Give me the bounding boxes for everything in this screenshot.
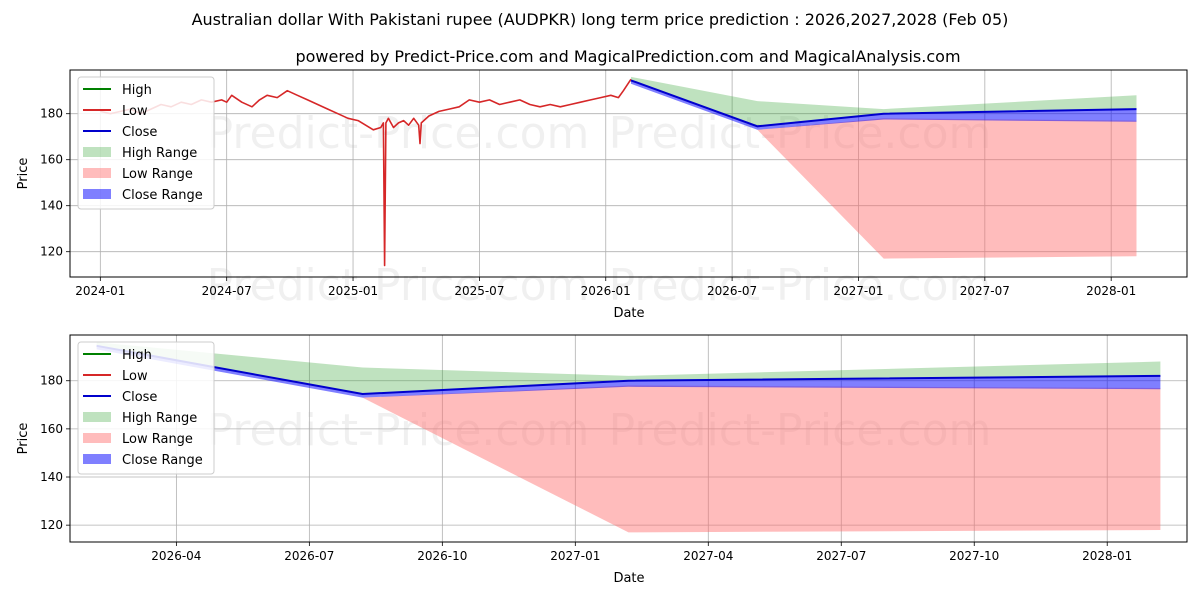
- watermark-text: Predict-Price.com: [609, 260, 992, 311]
- legend-box: [77, 76, 215, 210]
- legend-label: Close: [122, 125, 157, 140]
- x-tick-label: 2026-10: [417, 549, 467, 563]
- x-tick-label: 2026-04: [151, 549, 201, 563]
- panel-bottom: Predict-Price.com Predict-Price.com 2026-0…: [16, 334, 1188, 586]
- legend-label: Low Range: [122, 167, 193, 182]
- legend-swatch-high_range: [83, 147, 111, 157]
- legend-label: High: [122, 348, 152, 363]
- y-tick-label: 140: [40, 199, 63, 213]
- close-range-area: [631, 80, 1137, 130]
- x-tick-label: 2028-01: [1082, 549, 1132, 563]
- legend-label: Low: [122, 104, 148, 119]
- x-tick-label: 2024-01: [75, 284, 125, 298]
- close-forecast-line: [630, 79, 1137, 128]
- high-range-area: [96, 342, 1161, 394]
- legend-box: [77, 341, 215, 475]
- high-range-area: [631, 76, 1137, 127]
- y-tick-label: 160: [40, 153, 63, 167]
- legend-label: High Range: [122, 146, 197, 161]
- low-range-area: [96, 349, 1161, 533]
- legend-label: Close Range: [122, 453, 203, 468]
- legend-swatch-high_range: [83, 412, 111, 422]
- panel-top: Predict-Price.com Predict-Price.com Predic…: [16, 69, 1188, 321]
- legend-label: High Range: [122, 411, 197, 426]
- legend-label: Low Range: [122, 432, 193, 447]
- y-axis-label: Price: [16, 423, 31, 455]
- x-tick-label: 2026-07: [284, 549, 334, 563]
- chart-subtitle: powered by Predict-Price.com and Magical…: [295, 47, 960, 66]
- y-tick-label: 120: [40, 245, 63, 259]
- legend-label: Close: [122, 390, 157, 405]
- x-tick-label: 2027-07: [816, 549, 866, 563]
- x-tick-label: 2027-01: [550, 549, 600, 563]
- watermark-text: Predict-Price.com: [207, 108, 590, 159]
- x-axis-label: Date: [613, 306, 644, 321]
- legend-swatch-close_range: [83, 189, 111, 199]
- close-range-area: [96, 345, 1161, 398]
- x-tick-label: 2025-07: [454, 284, 504, 298]
- y-tick-label: 140: [40, 470, 63, 484]
- y-tick-label: 180: [40, 107, 63, 121]
- y-tick-label: 160: [40, 422, 63, 436]
- y-axis-label: Price: [16, 158, 31, 190]
- plot-frame: [69, 69, 1188, 278]
- legend-label: Low: [122, 369, 148, 384]
- legend-swatch-low_range: [83, 168, 111, 178]
- x-tick-label: 2027-04: [683, 549, 733, 563]
- watermark-text: Predict-Price.com: [207, 405, 590, 456]
- legend-label: High: [122, 83, 152, 98]
- legend-swatch-low_range: [83, 433, 111, 443]
- chart-title: Australian dollar With Pakistani rupee (…: [192, 10, 1009, 29]
- x-tick-label: 2027-07: [960, 284, 1010, 298]
- x-tick-label: 2025-01: [328, 284, 378, 298]
- y-tick-label: 180: [40, 374, 63, 388]
- close-forecast-line: [96, 344, 1161, 396]
- y-tick-label: 120: [40, 518, 63, 532]
- x-tick-label: 2024-07: [202, 284, 252, 298]
- plot-frame: [69, 334, 1188, 543]
- x-tick-label: 2027-01: [833, 284, 883, 298]
- legend-swatch-close_range: [83, 454, 111, 464]
- x-tick-label: 2026-07: [707, 284, 757, 298]
- x-tick-label: 2027-10: [949, 549, 999, 563]
- x-tick-label: 2026-01: [581, 284, 631, 298]
- low-range-area: [631, 83, 1137, 259]
- x-axis-label: Date: [613, 571, 644, 586]
- legend-label: Close Range: [122, 188, 203, 203]
- watermark-text: Predict-Price.com: [207, 260, 590, 311]
- watermark-text: Predict-Price.com: [609, 405, 992, 456]
- x-tick-label: 2028-01: [1086, 284, 1136, 298]
